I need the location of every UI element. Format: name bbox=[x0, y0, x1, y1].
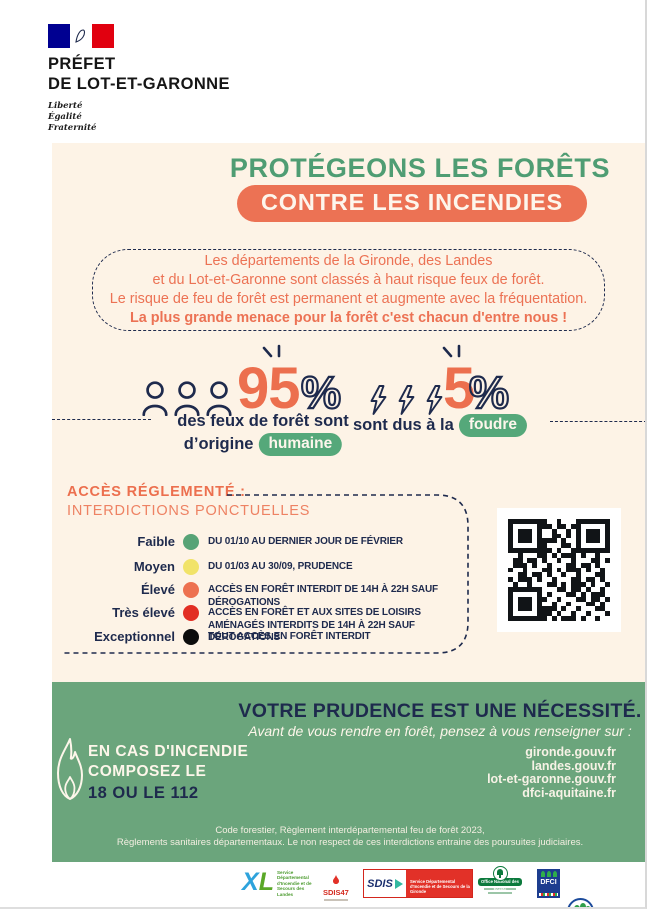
intro-line: Le risque de feu de forêt est permanent … bbox=[109, 291, 588, 307]
flame-icon bbox=[57, 738, 83, 800]
onf-logo: Office National des Forêts bbox=[478, 866, 522, 894]
risk-dot-moyen bbox=[183, 559, 199, 575]
highlight-humaine: humaine bbox=[258, 433, 343, 456]
stat-lightning-caption: sont dus à la foudre bbox=[353, 414, 528, 437]
access-title: ACCÈS RÉGLEMENTÉ : bbox=[67, 484, 246, 500]
xl-logo-icon: XL bbox=[242, 868, 274, 896]
footer-subline: Avant de vous rendre en forêt, pensez à … bbox=[248, 723, 632, 739]
stat-human-caption: des feux de forêt sont bbox=[177, 412, 349, 430]
risk-dot-tres-eleve bbox=[183, 605, 199, 621]
republic-motto: Liberté Égalité Fraternité bbox=[48, 101, 97, 133]
tree-icon bbox=[492, 866, 508, 881]
footer-band bbox=[52, 682, 645, 862]
website-link[interactable]: gironde.gouv.fr bbox=[525, 745, 616, 759]
marianne-icon bbox=[75, 29, 86, 43]
brand-line1: PRÉFET bbox=[48, 55, 116, 73]
emergency-numbers: 18 OU LE 112 bbox=[88, 784, 199, 802]
sdis-landes-caption: Service Départemental d'Incendie et de S… bbox=[276, 870, 312, 897]
websites-list: gironde.gouv.fr landes.gouv.fr lot-et-ga… bbox=[487, 745, 616, 800]
intro-line: Les départements de la Gironde, des Land… bbox=[204, 253, 493, 269]
risk-dot-faible bbox=[183, 534, 199, 550]
qr-code[interactable] bbox=[497, 508, 621, 632]
legal-notice: Code forestier, Règlement interdéparteme… bbox=[116, 825, 584, 848]
risk-level-row: Moyen DU 01/03 AU 30/09, PRUDENCE bbox=[133, 559, 353, 575]
partner-logos-bar: XL Service Départemental d'Incendie et d… bbox=[0, 862, 645, 907]
stat-lightning-value: 5 bbox=[443, 356, 475, 421]
spark-icon bbox=[442, 344, 461, 358]
prefect-logo: PRÉFET DE LOT-ET-GARONNE Liberté Égalité… bbox=[48, 24, 230, 134]
website-link[interactable]: dfci-aquitaine.fr bbox=[522, 785, 616, 800]
risk-level-row: Très élevé ACCÈS EN FORÊT ET AUX SITES D… bbox=[112, 605, 421, 643]
emergency-line2: COMPOSEZ LE bbox=[88, 763, 207, 780]
brand-line2: DE LOT-ET-GARONNE bbox=[48, 75, 230, 93]
stat-lightning-percent: % bbox=[468, 367, 510, 418]
emergency-line1: EN CAS D'INCENDIE bbox=[88, 743, 249, 760]
risk-dot-eleve bbox=[183, 582, 199, 598]
palm-trees-icon bbox=[537, 869, 560, 878]
sdis47-logo: SDIS47 bbox=[323, 871, 349, 901]
people-icons bbox=[141, 380, 233, 416]
website-link[interactable]: landes.gouv.fr bbox=[531, 758, 616, 773]
onf-label: Office National des Forêts bbox=[478, 878, 522, 892]
risk-intro-box: Les départements de la Gironde, des Land… bbox=[92, 249, 605, 331]
poster-title-line2: CONTRE LES INCENDIES bbox=[237, 185, 587, 222]
website-link[interactable]: lot-et-garonne.gouv.fr bbox=[487, 772, 616, 786]
intro-line: et du Lot-et-Garonne sont classés à haut… bbox=[152, 272, 545, 288]
french-flag-icon bbox=[48, 24, 114, 48]
qr-code-pattern bbox=[508, 519, 610, 621]
decorative-dash-right bbox=[550, 421, 645, 422]
forest-seal-logo bbox=[567, 898, 594, 907]
sdis-gironde-caption: Service Départemental d'Incendie et de S… bbox=[410, 879, 470, 894]
stat-human-percent: % bbox=[300, 367, 342, 418]
sdis-gironde-logo: SDIS Service Départemental d'Incendie et… bbox=[363, 869, 473, 898]
stat-human-caption2: d’origine humaine bbox=[184, 433, 343, 456]
poster-title-line1: PROTÉGEONS LES FORÊTS bbox=[229, 153, 611, 183]
footer-headline: VOTRE PRUDENCE EST UNE NÉCESSITÉ. bbox=[238, 700, 642, 722]
decorative-dash-left bbox=[52, 419, 151, 420]
sdis47-flame-icon bbox=[332, 875, 339, 884]
risk-dot-exceptionnel bbox=[183, 629, 199, 645]
lightning-icons bbox=[367, 384, 446, 416]
risk-level-row: Élevé ACCÈS EN FORÊT INTERDIT DE 14H À 2… bbox=[141, 582, 438, 608]
dfci-logo: DFCI bbox=[537, 869, 560, 898]
highlight-foudre: foudre bbox=[458, 414, 528, 437]
stat-human-value: 95 bbox=[237, 356, 301, 421]
risk-level-row: Faible DU 01/10 AU DERNIER JOUR DE FÉVRI… bbox=[137, 534, 403, 550]
sdis-landes-logo: XL Service Départemental d'Incendie et d… bbox=[242, 870, 313, 897]
arrow-icon bbox=[394, 878, 403, 889]
spark-icon bbox=[262, 344, 281, 358]
access-subtitle: INTERDICTIONS PONCTUELLES bbox=[67, 503, 311, 519]
risk-level-row: Exceptionnel TOUT ACCÈS EN FORÊT INTERDI… bbox=[94, 629, 371, 645]
intro-emphasis: La plus grande menace pour la forêt c'es… bbox=[129, 310, 568, 326]
